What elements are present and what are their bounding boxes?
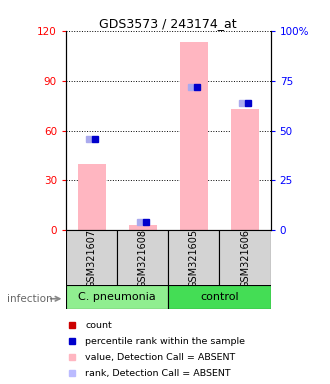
Bar	[78, 164, 106, 230]
Text: percentile rank within the sample: percentile rank within the sample	[85, 337, 245, 346]
Text: control: control	[200, 292, 239, 302]
Text: GSM321607: GSM321607	[86, 229, 97, 288]
Text: count: count	[85, 321, 112, 329]
Text: GSM321605: GSM321605	[189, 229, 199, 288]
Bar	[168, 230, 219, 286]
Text: infection: infection	[7, 294, 52, 304]
Text: value, Detection Call = ABSENT: value, Detection Call = ABSENT	[85, 353, 236, 362]
Bar	[180, 42, 208, 230]
Bar	[168, 285, 271, 309]
Bar	[231, 109, 259, 230]
Text: GSM321608: GSM321608	[138, 229, 148, 288]
Bar	[117, 230, 168, 286]
Text: C. pneumonia: C. pneumonia	[78, 292, 156, 302]
Text: GSM321606: GSM321606	[240, 229, 250, 288]
Bar	[129, 225, 157, 230]
Bar	[66, 285, 168, 309]
Bar	[66, 230, 117, 286]
Title: GDS3573 / 243174_at: GDS3573 / 243174_at	[99, 17, 237, 30]
Text: rank, Detection Call = ABSENT: rank, Detection Call = ABSENT	[85, 369, 231, 378]
Bar	[219, 230, 271, 286]
